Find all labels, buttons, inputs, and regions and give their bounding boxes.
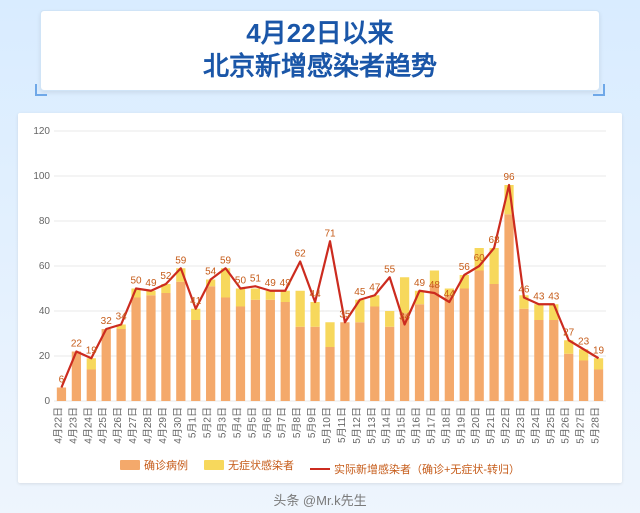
svg-text:60: 60 xyxy=(39,261,51,272)
legend-swatch xyxy=(204,460,224,470)
svg-text:49: 49 xyxy=(145,278,157,289)
svg-text:5月18日: 5月18日 xyxy=(440,407,452,444)
svg-text:22: 22 xyxy=(71,339,83,350)
svg-text:5月26日: 5月26日 xyxy=(560,407,572,444)
svg-text:5月4日: 5月4日 xyxy=(231,407,243,438)
svg-text:96: 96 xyxy=(503,172,515,183)
title-panel: 4月22日以来 北京新增感染者趋势 xyxy=(40,10,600,91)
svg-text:49: 49 xyxy=(414,278,426,289)
svg-text:5月28日: 5月28日 xyxy=(590,407,602,444)
svg-text:4月26日: 4月26日 xyxy=(112,407,124,444)
svg-text:5月23日: 5月23日 xyxy=(515,407,527,444)
legend-label: 实际新增感染者（确诊+无症状-转归） xyxy=(334,461,520,477)
svg-text:41: 41 xyxy=(190,296,202,307)
svg-text:5月6日: 5月6日 xyxy=(261,407,273,438)
svg-text:4月28日: 4月28日 xyxy=(142,407,154,444)
svg-text:27: 27 xyxy=(563,327,575,338)
chart-legend: 确诊病例 无症状感染者 实际新增感染者（确诊+无症状-转归） xyxy=(26,457,614,477)
trend-chart: 0204060801001206221932345049525941545950… xyxy=(26,123,614,453)
svg-text:68: 68 xyxy=(489,235,501,246)
svg-text:5月20日: 5月20日 xyxy=(470,407,482,444)
svg-text:80: 80 xyxy=(39,216,51,227)
svg-text:4月29日: 4月29日 xyxy=(157,407,169,444)
svg-text:47: 47 xyxy=(369,282,381,293)
svg-text:5月25日: 5月25日 xyxy=(545,407,557,444)
svg-text:50: 50 xyxy=(130,276,142,287)
source-caption: 头条 @Mr.k先生 xyxy=(0,490,640,509)
svg-text:5月2日: 5月2日 xyxy=(202,407,214,438)
svg-text:56: 56 xyxy=(459,262,471,273)
svg-text:5月14日: 5月14日 xyxy=(381,407,393,444)
svg-text:5月16日: 5月16日 xyxy=(411,407,423,444)
svg-text:48: 48 xyxy=(429,280,441,291)
svg-text:55: 55 xyxy=(384,264,396,275)
svg-text:5月5日: 5月5日 xyxy=(246,407,258,438)
svg-text:5月21日: 5月21日 xyxy=(485,407,497,444)
title-line-1: 4月22日以来 xyxy=(41,17,599,50)
legend-label: 无症状感染者 xyxy=(228,457,294,473)
legend-item-confirmed: 确诊病例 xyxy=(120,457,188,473)
svg-text:60: 60 xyxy=(474,253,486,264)
svg-text:5月17日: 5月17日 xyxy=(425,407,437,444)
svg-text:0: 0 xyxy=(44,396,50,407)
svg-text:59: 59 xyxy=(175,255,187,266)
legend-label: 确诊病例 xyxy=(144,457,188,473)
svg-text:4月22日: 4月22日 xyxy=(52,407,64,444)
svg-text:5月3日: 5月3日 xyxy=(217,407,229,438)
svg-text:71: 71 xyxy=(324,228,336,239)
svg-text:5月22日: 5月22日 xyxy=(500,407,512,444)
legend-item-line: 实际新增感染者（确诊+无症状-转归） xyxy=(310,461,520,477)
chart-card: 0204060801001206221932345049525941545950… xyxy=(18,113,622,483)
svg-text:51: 51 xyxy=(250,273,262,284)
svg-text:43: 43 xyxy=(533,291,545,302)
svg-text:34: 34 xyxy=(399,312,411,323)
svg-text:4月27日: 4月27日 xyxy=(127,407,139,444)
svg-text:54: 54 xyxy=(205,267,217,278)
svg-text:6: 6 xyxy=(59,375,65,386)
svg-text:5月12日: 5月12日 xyxy=(351,407,363,444)
svg-text:62: 62 xyxy=(295,249,307,260)
svg-text:44: 44 xyxy=(444,289,456,300)
svg-text:5月10日: 5月10日 xyxy=(321,407,333,444)
svg-text:5月9日: 5月9日 xyxy=(306,407,318,438)
svg-text:120: 120 xyxy=(33,126,50,137)
svg-text:4月23日: 4月23日 xyxy=(67,407,79,444)
svg-text:23: 23 xyxy=(578,336,590,347)
svg-text:5月27日: 5月27日 xyxy=(575,407,587,444)
svg-text:34: 34 xyxy=(116,312,128,323)
svg-text:5月11日: 5月11日 xyxy=(336,407,348,443)
legend-item-asymptomatic: 无症状感染者 xyxy=(204,457,294,473)
svg-text:5月24日: 5月24日 xyxy=(530,407,542,444)
svg-text:4月24日: 4月24日 xyxy=(82,407,94,444)
svg-text:43: 43 xyxy=(548,291,560,302)
svg-text:5月19日: 5月19日 xyxy=(455,407,467,444)
svg-text:4月25日: 4月25日 xyxy=(97,407,109,444)
svg-text:35: 35 xyxy=(339,309,351,320)
svg-text:46: 46 xyxy=(518,285,530,296)
svg-text:32: 32 xyxy=(101,316,113,327)
svg-text:40: 40 xyxy=(39,306,51,317)
svg-text:19: 19 xyxy=(86,345,98,356)
svg-text:4月30日: 4月30日 xyxy=(172,407,184,444)
svg-text:59: 59 xyxy=(220,255,232,266)
svg-text:52: 52 xyxy=(160,271,172,282)
svg-text:49: 49 xyxy=(265,278,277,289)
svg-text:5月7日: 5月7日 xyxy=(276,407,288,438)
svg-text:100: 100 xyxy=(33,171,50,182)
svg-text:5月8日: 5月8日 xyxy=(291,407,303,438)
svg-text:5月15日: 5月15日 xyxy=(396,407,408,444)
legend-swatch xyxy=(120,460,140,470)
svg-text:45: 45 xyxy=(354,287,366,298)
svg-text:49: 49 xyxy=(280,278,292,289)
svg-text:5月1日: 5月1日 xyxy=(187,407,199,438)
title-line-2: 北京新增感染者趋势 xyxy=(41,50,599,83)
svg-text:50: 50 xyxy=(235,276,247,287)
svg-text:20: 20 xyxy=(39,351,51,362)
svg-text:5月13日: 5月13日 xyxy=(366,407,378,444)
legend-swatch xyxy=(310,468,330,470)
svg-text:19: 19 xyxy=(593,345,605,356)
svg-text:44: 44 xyxy=(310,289,322,300)
